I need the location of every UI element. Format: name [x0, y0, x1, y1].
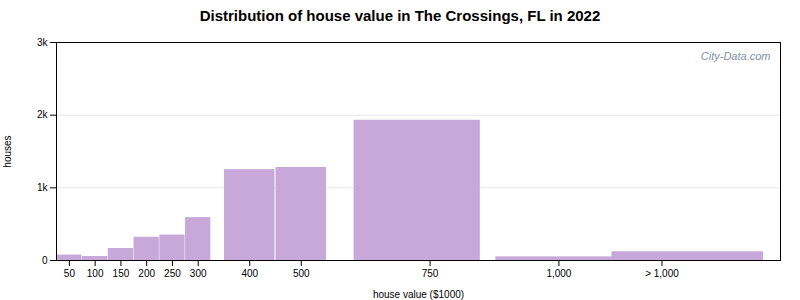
- svg-text:houses: houses: [2, 135, 13, 167]
- svg-text:300: 300: [190, 268, 207, 279]
- svg-text:1,000: 1,000: [546, 268, 571, 279]
- svg-text:250: 250: [164, 268, 181, 279]
- svg-text:> 1,000: > 1,000: [645, 268, 679, 279]
- svg-text:200: 200: [138, 268, 155, 279]
- svg-text:0: 0: [42, 255, 48, 266]
- svg-text:100: 100: [87, 268, 104, 279]
- svg-text:2k: 2k: [37, 109, 49, 120]
- svg-text:City-Data.com: City-Data.com: [701, 50, 771, 62]
- html-text:Distribution of house value in: Distribution of house value in The Cross…: [199, 7, 601, 24]
- svg-text:house value ($1000): house value ($1000): [373, 289, 464, 300]
- svg-text:750: 750: [422, 268, 439, 279]
- svg-text:500: 500: [293, 268, 310, 279]
- svg-text:50: 50: [64, 268, 76, 279]
- svg-text:400: 400: [241, 268, 258, 279]
- svg-text:1k: 1k: [37, 182, 49, 193]
- svg-text:150: 150: [113, 268, 130, 279]
- svg-text:3k: 3k: [37, 37, 49, 48]
